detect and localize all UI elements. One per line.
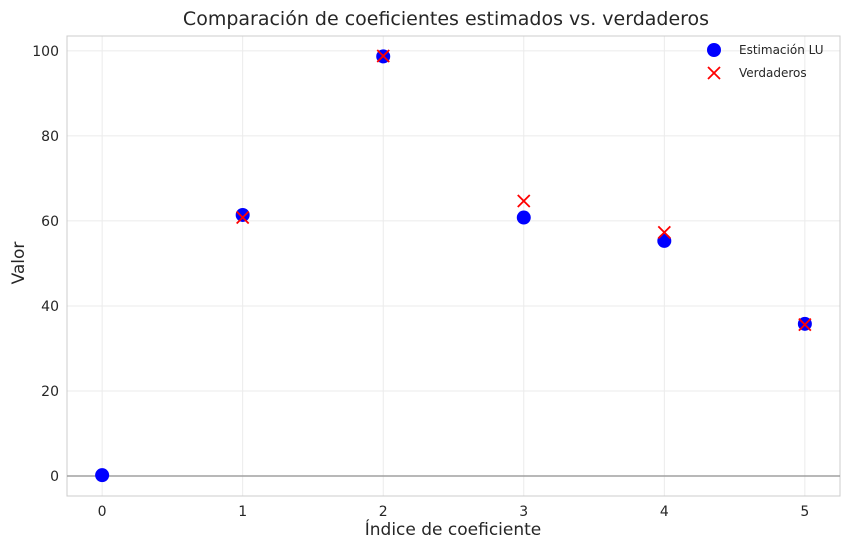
x-stroke [236,210,250,225]
y-axis-label: Valor [9,242,29,285]
x-tick-label: 0 [98,504,107,520]
plot-frame [66,35,841,497]
legend: Estimación LU Verdaderos [707,43,823,80]
legend-true-marker [707,66,721,80]
legend-true-label: Verdaderos [739,66,807,80]
y-tick-label: 40 [41,299,59,315]
x-stroke [376,49,390,63]
true-value-point [517,194,531,208]
x-stroke [517,194,531,208]
x-tick-label: 1 [238,504,247,520]
true-value-point [798,318,812,332]
x-stroke [657,225,671,240]
legend-estimate-label: Estimación LU [739,43,823,57]
y-tick-label: 20 [41,384,59,400]
x-tick-label: 3 [519,504,528,520]
estimate-point [516,210,531,225]
y-tick-label: 0 [50,469,59,485]
estimate-point [657,233,672,248]
x-tick-label: 4 [660,504,669,520]
plot-area: 0 1 2 3 4 5 0 20 40 60 80 100 [32,35,841,520]
x-stroke [707,66,721,80]
y-tick-label: 100 [32,44,59,60]
true-value-point [236,210,250,225]
y-tick-label: 80 [41,129,59,145]
y-tick-label: 60 [41,214,59,230]
x-tick-label: 5 [800,504,809,520]
x-stroke [798,318,812,332]
legend-estimate-marker [707,43,721,57]
x-tick-label: 2 [379,504,388,520]
true-value-point [657,225,671,240]
x-axis-label: Índice de coeficiente [365,518,542,540]
chart-title: Comparación de coeficientes estimados vs… [183,8,709,30]
estimate-point [235,207,250,222]
estimate-point [95,468,110,483]
true-value-point [376,49,390,63]
